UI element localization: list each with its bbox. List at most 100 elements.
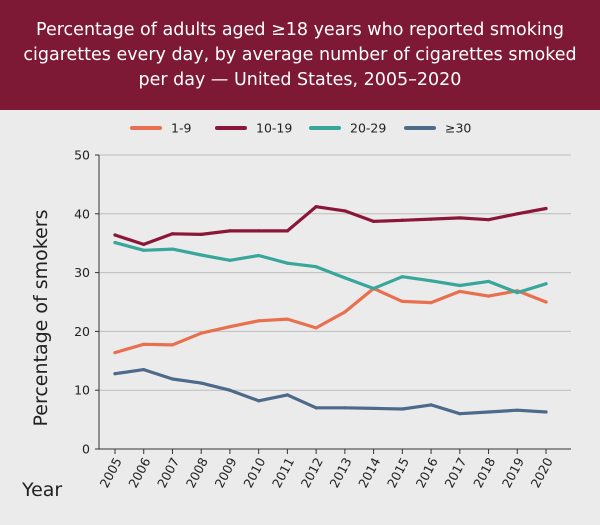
- data-point: [199, 331, 203, 335]
- data-point: [257, 229, 261, 233]
- data-point: [400, 275, 404, 279]
- data-point: [113, 241, 117, 245]
- data-point: [285, 317, 289, 321]
- legend: 1-9 10-19 20-29 ≥30: [130, 121, 471, 136]
- chart-header: Percentage of adults aged ≥18 years who …: [0, 0, 600, 110]
- x-tick-label: 2013: [326, 455, 354, 490]
- data-point: [228, 325, 232, 329]
- data-point: [170, 343, 175, 347]
- x-tick-label: 2015: [384, 455, 412, 490]
- data-point: [458, 289, 462, 294]
- y-tick-label: 30: [74, 265, 90, 280]
- data-point: [429, 279, 433, 283]
- data-point: [486, 410, 491, 414]
- data-point: [199, 253, 203, 257]
- x-tick-label: 2011: [269, 455, 297, 490]
- data-point: [228, 258, 232, 262]
- data-point: [257, 319, 261, 323]
- y-tick-label: 0: [82, 442, 90, 457]
- series-line-1: [113, 205, 548, 246]
- data-point: [515, 290, 519, 295]
- data-point: [400, 218, 404, 222]
- data-point: [199, 232, 203, 236]
- x-tick-label: 2006: [125, 455, 153, 490]
- data-point: [199, 381, 203, 385]
- data-point: [486, 294, 491, 298]
- data-series: [113, 205, 548, 416]
- data-point: [458, 412, 462, 416]
- data-point: [515, 212, 519, 216]
- data-point: [314, 326, 318, 330]
- legend-label: ≥30: [445, 121, 471, 136]
- data-point: [458, 283, 462, 288]
- x-tick-label: 2008: [183, 455, 211, 490]
- data-point: [142, 242, 146, 246]
- data-point: [314, 205, 318, 209]
- data-point: [113, 372, 117, 376]
- legend-label: 20-29: [350, 121, 386, 136]
- data-point: [314, 406, 318, 410]
- data-point: [486, 218, 491, 222]
- data-point: [170, 232, 175, 236]
- series-line-2: [113, 241, 548, 295]
- data-point: [343, 209, 347, 213]
- data-point: [142, 368, 146, 372]
- x-tick-label: 2007: [154, 455, 182, 490]
- data-point: [544, 206, 548, 211]
- data-point: [257, 253, 261, 258]
- series-line-0: [113, 286, 548, 355]
- data-point: [343, 406, 347, 410]
- x-axis-label: Year: [21, 479, 62, 501]
- data-point: [113, 350, 117, 355]
- data-point: [285, 393, 289, 397]
- x-tick-labels: 2005 2006 2007 2008 2009 2010 2011 2012 2013 2014…: [97, 455, 556, 490]
- x-tick-label: 2018: [470, 455, 498, 490]
- data-point: [343, 310, 347, 314]
- x-tick-label: 2009: [211, 455, 239, 490]
- data-point: [372, 406, 376, 411]
- y-tick-label: 40: [74, 206, 90, 221]
- data-point: [285, 229, 289, 233]
- data-point: [228, 229, 232, 233]
- data-point: [400, 299, 404, 304]
- data-point: [113, 233, 117, 237]
- data-point: [343, 276, 347, 280]
- data-point: [544, 300, 548, 304]
- y-tick-label: 20: [74, 324, 90, 339]
- x-tick-label: 2010: [240, 455, 268, 490]
- x-tick-label: 2020: [528, 455, 556, 490]
- chart-title: Percentage of adults aged ≥18 years who …: [23, 19, 577, 90]
- data-point: [544, 282, 548, 286]
- data-point: [170, 247, 175, 251]
- data-point: [285, 261, 289, 265]
- data-point: [429, 300, 433, 305]
- axes: [95, 154, 571, 454]
- series-line-3: [113, 368, 548, 416]
- data-point: [142, 342, 146, 346]
- data-point: [372, 219, 376, 224]
- x-tick-label: 2005: [97, 455, 125, 490]
- data-point: [429, 403, 433, 407]
- legend-label: 10-19: [256, 121, 292, 136]
- data-point: [486, 279, 491, 284]
- x-tick-label: 2014: [355, 455, 383, 490]
- y-tick-label: 10: [74, 383, 90, 398]
- data-point: [515, 408, 519, 412]
- data-point: [257, 399, 261, 403]
- data-point: [142, 248, 146, 252]
- x-tick-label: 2016: [413, 455, 441, 490]
- y-tick-label: 50: [74, 148, 90, 163]
- x-tick-label: 2019: [499, 455, 527, 490]
- data-point: [228, 388, 232, 392]
- x-tick-label: 2012: [298, 455, 326, 490]
- y-tick-labels: 0 10 20 30 40 50: [74, 148, 90, 457]
- y-axis-label: Percentage of smokers: [30, 209, 52, 426]
- legend-label: 1-9: [171, 121, 191, 136]
- data-point: [170, 377, 175, 381]
- data-point: [400, 407, 404, 411]
- data-point: [372, 286, 376, 291]
- data-point: [458, 216, 462, 220]
- data-point: [429, 217, 433, 221]
- x-tick-label: 2017: [441, 455, 469, 490]
